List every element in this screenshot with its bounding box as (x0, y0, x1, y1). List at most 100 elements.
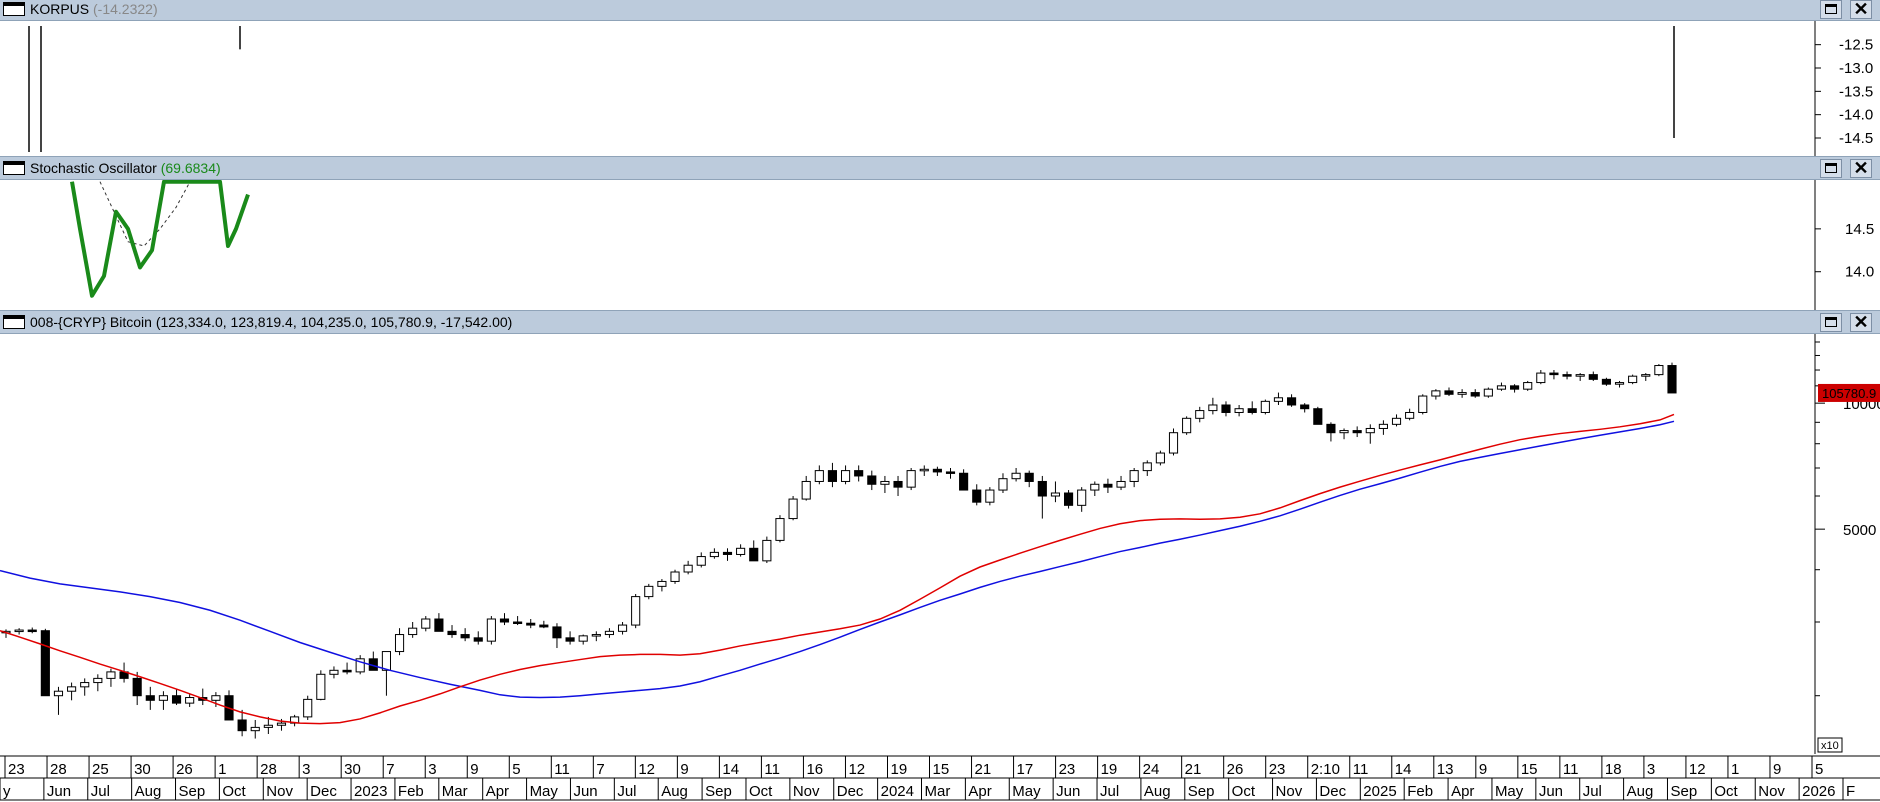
candle-up (1431, 390, 1441, 397)
x-bottom-tick-label: Oct (1232, 783, 1256, 800)
x-top-tick-label: 3 (1647, 761, 1655, 778)
candle-down (145, 695, 155, 701)
candle-down (945, 471, 956, 474)
candle-down (526, 622, 536, 626)
candle-up (1050, 492, 1061, 497)
x-top-tick-label: 30 (134, 761, 151, 778)
candle-up (775, 518, 785, 541)
x-bottom-tick-label: Jun (573, 783, 597, 800)
candle-up (1168, 432, 1179, 454)
x-bottom-tick-label: Jul (1100, 783, 1119, 800)
candle-up (1391, 417, 1402, 425)
main-title: 008-{CRYP} Bitcoin (123,334.0, 123,819.4… (30, 314, 513, 330)
x-bottom-tick-label: Jun (47, 783, 71, 800)
x-bottom-tick-label: May (1012, 783, 1041, 800)
candle-down (1549, 372, 1559, 376)
korpus-value: (-14.2322) (93, 1, 158, 17)
candle-up (880, 480, 890, 485)
x-bottom-tick-label: Aug (661, 783, 688, 800)
y-tick-label: -13.0 (1839, 60, 1873, 77)
x-top-tick-label: 1 (218, 761, 226, 778)
korpus-titlebar[interactable]: KORPUS (-14.2322) ✕ (0, 0, 1880, 21)
last-price-label: 105780.9 (1822, 386, 1876, 401)
x-bottom-tick-label: Sep (705, 783, 732, 800)
window-icon[interactable] (3, 2, 25, 16)
x-bottom-tick-label: Apr (1451, 783, 1474, 800)
candle-up (591, 634, 601, 637)
window-icon[interactable] (3, 161, 25, 175)
candle-up (67, 686, 77, 692)
x-bottom-tick-label: Jul (1583, 783, 1602, 800)
close-icon[interactable]: ✕ (1850, 0, 1872, 19)
x-bottom-tick-label: Nov (793, 783, 820, 800)
x-bottom-tick-label: Dec (837, 783, 864, 800)
candle-down (1444, 390, 1454, 395)
candle-down (171, 695, 182, 704)
candle-up (381, 651, 391, 671)
y-tick-label: -13.5 (1839, 83, 1873, 100)
candle-down (1247, 408, 1257, 413)
candle-up (1405, 411, 1415, 419)
candle-down (447, 630, 457, 636)
x-bottom-tick-label: Feb (1407, 783, 1433, 800)
candle-up (394, 634, 405, 653)
stochastic-titlebar[interactable]: Stochastic Oscillator (69.6834) ✕ (0, 156, 1880, 180)
candle-up (788, 498, 798, 520)
y-tick-label: 14.0 (1845, 264, 1874, 281)
candle-down (434, 618, 444, 632)
candle-down (893, 480, 903, 488)
x-top-tick-label: 18 (1605, 761, 1622, 778)
candle-up (14, 629, 24, 633)
x-bottom-tick-label: Aug (135, 783, 162, 800)
candle-up (801, 480, 811, 500)
candle-up (329, 669, 339, 675)
x-top-tick-label: 7 (386, 761, 394, 778)
candle-up (185, 697, 195, 704)
x-top-tick-label: 12 (638, 761, 655, 778)
x-top-tick-label: 14 (1395, 761, 1412, 778)
x-bottom-tick-label: 2023 (354, 783, 387, 800)
x-top-tick-label: 11 (1353, 761, 1369, 778)
candle-up (1628, 375, 1638, 384)
x-top-tick-label: 30 (344, 761, 361, 778)
candle-up (158, 695, 168, 701)
candle-up (1090, 483, 1100, 491)
candle-up (644, 585, 654, 598)
x-top-tick-label: 28 (50, 761, 67, 778)
close-icon[interactable]: ✕ (1850, 313, 1872, 332)
candle-up (1182, 417, 1192, 434)
last-price-tag (1818, 383, 1880, 402)
candle-down (40, 630, 50, 697)
candle-down (959, 472, 969, 491)
x-bottom-tick-label: Jun (1056, 783, 1080, 800)
x-top-tick-label: 19 (890, 761, 907, 778)
main-titlebar[interactable]: 008-{CRYP} Bitcoin (123,334.0, 123,819.4… (0, 310, 1880, 334)
x-bottom-tick-label: Sep (1188, 783, 1215, 800)
candle-up (1011, 472, 1021, 480)
x-top-tick-label: 26 (1227, 761, 1244, 778)
x-top-tick-label: 7 (596, 761, 604, 778)
y-tick-label: -14.0 (1839, 107, 1873, 124)
maximize-icon[interactable] (1820, 313, 1842, 332)
x-top-tick-label: 25 (92, 761, 109, 778)
maximize-icon[interactable] (1820, 159, 1842, 178)
close-icon[interactable]: ✕ (1850, 159, 1872, 178)
x-bottom-tick-label: Aug (1144, 783, 1171, 800)
window-icon[interactable] (3, 315, 25, 329)
x-bottom-tick-label: Mar (925, 783, 951, 800)
candle-up (1142, 462, 1152, 472)
candle-up (53, 690, 64, 697)
candle-down (1300, 404, 1310, 410)
candle-down (237, 719, 247, 732)
candle-up (355, 658, 365, 673)
x-top-tick-label: 5 (1815, 761, 1823, 778)
maximize-icon[interactable] (1820, 0, 1842, 19)
candle-up (1234, 408, 1244, 413)
x-top-tick-label: 3 (428, 761, 436, 778)
candle-up (106, 671, 116, 679)
x-top-tick-label: 26 (176, 761, 193, 778)
candle-up (276, 722, 287, 726)
candle-up (578, 635, 588, 642)
x-top-tick-label: 17 (1017, 761, 1034, 778)
x-top-tick-label: 9 (470, 761, 478, 778)
